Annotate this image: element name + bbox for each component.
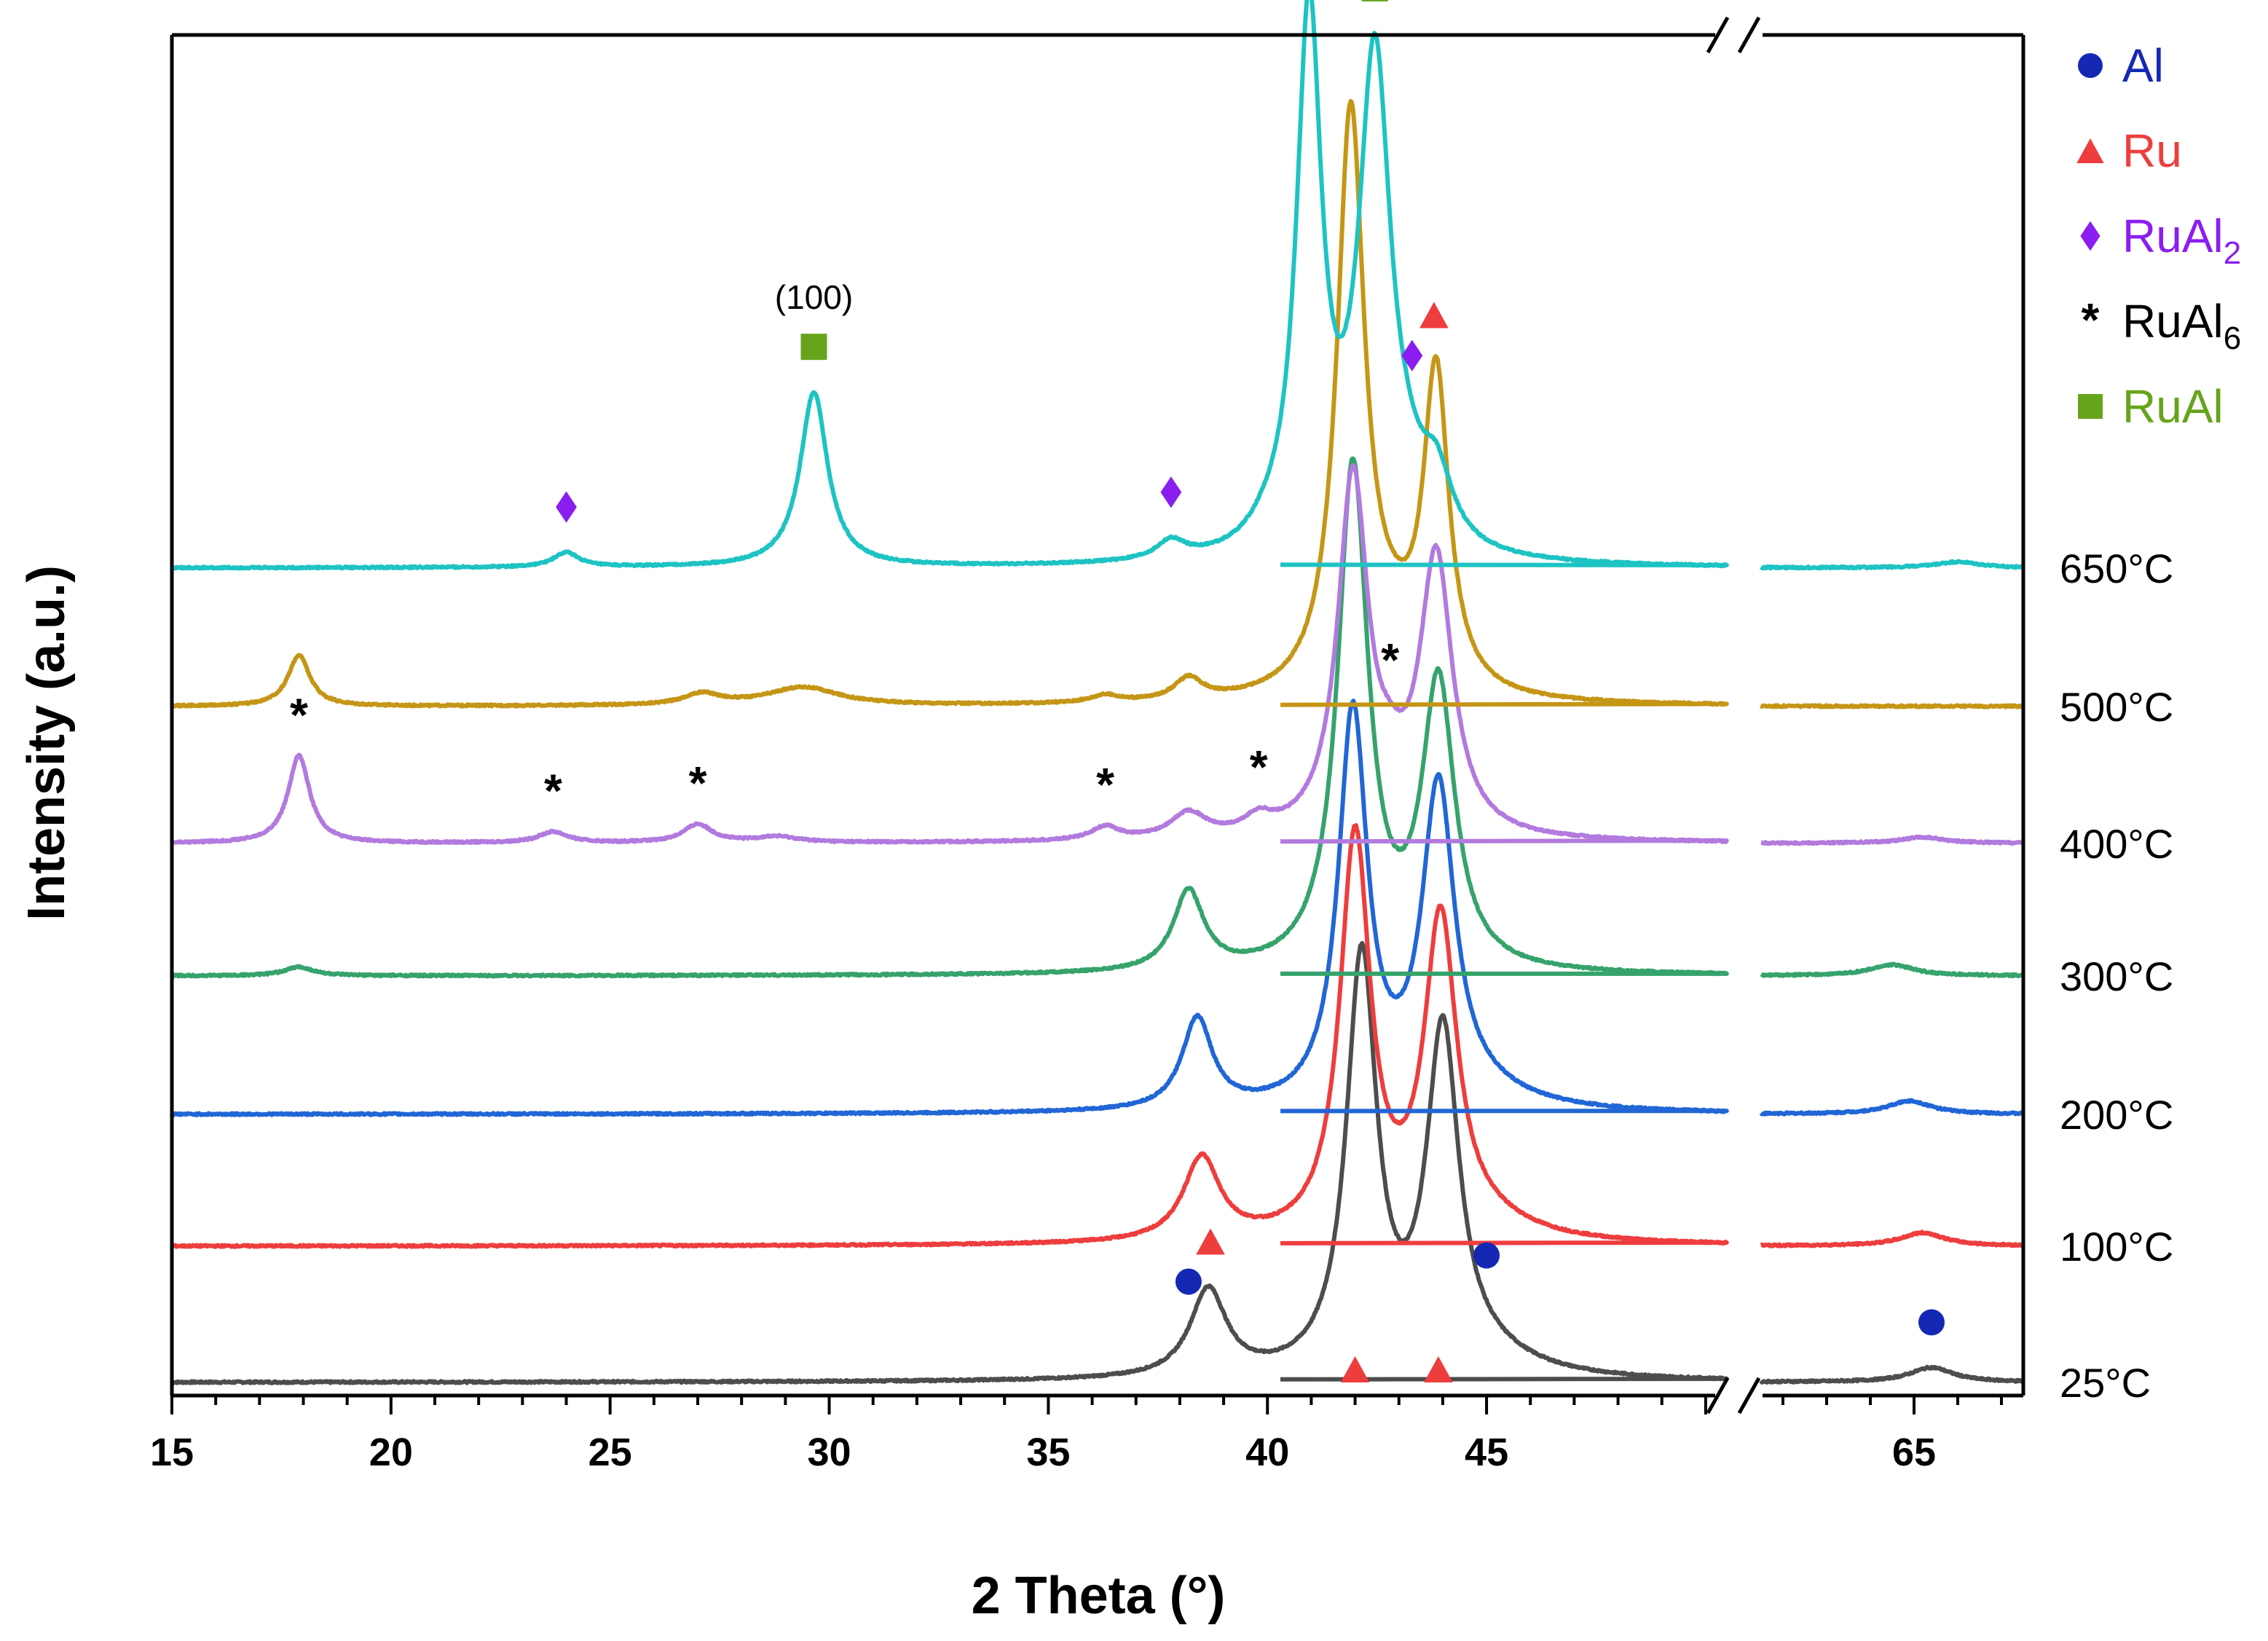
series-label: 400°C [2060, 821, 2173, 867]
peak-marker-diamond [1160, 476, 1182, 508]
legend-label: Al [2122, 39, 2164, 92]
peak-marker-asterisk: * [1250, 741, 1268, 793]
series-label: 300°C [2060, 953, 2173, 999]
peak-index-label: (100) [775, 278, 853, 316]
y-axis-title: Intensity (a.u.) [17, 565, 76, 921]
legend-label: Ru [2122, 125, 2182, 177]
legend-label: RuAl6 [2122, 295, 2241, 356]
legend-layer: Al Ru RuAl2 * RuAl6 RuAl [2076, 39, 2241, 433]
legend-label: RuAl2 [2122, 210, 2241, 271]
peak-marker-square [800, 334, 827, 361]
legend-label: RuAl [2122, 380, 2224, 433]
series-line-6-seg-0 [170, 0, 1729, 571]
series-label: 25°C [2060, 1360, 2151, 1406]
series-line-0-seg-0 [170, 940, 1729, 1385]
peak-marker-triangle [1424, 1356, 1453, 1382]
peak-marker-diamond [1401, 339, 1423, 371]
peak-marker-circle [1175, 1268, 1202, 1295]
x-tick-label: 20 [369, 1431, 413, 1474]
peak-marker-triangle [1340, 1356, 1370, 1382]
series-label: 500°C [2060, 684, 2173, 730]
series-line-4-seg-1 [1760, 834, 2025, 846]
legend-marker: * [2082, 294, 2100, 346]
series-line-1-seg-1 [1760, 1229, 2025, 1248]
series-label: 650°C [2060, 546, 2173, 591]
series-line-3-seg-1 [1760, 961, 2025, 979]
legend-label-subscript: 2 [2224, 235, 2241, 271]
series-line-1-seg-0 [170, 823, 1729, 1249]
peak-marker-asterisk: * [1381, 634, 1399, 686]
x-tick-label: 40 [1245, 1431, 1289, 1474]
series-line-5-seg-0 [170, 98, 1729, 709]
x-axis-title: 2 Theta (°) [972, 1567, 1226, 1625]
legend-marker [2076, 138, 2104, 163]
peak-marker-triangle [1420, 302, 1449, 328]
legend-marker [2078, 394, 2103, 419]
x-tick-label: 45 [1465, 1431, 1508, 1474]
axis-break-mark-top-2 [1737, 16, 1761, 54]
peak-marker-triangle [1196, 1228, 1225, 1255]
x-tick-label: 65 [1892, 1431, 1936, 1474]
axis-break-mark-top-1 [1706, 16, 1730, 54]
x-tick-label: 15 [150, 1431, 194, 1474]
series-line-2-seg-1 [1759, 1098, 2025, 1117]
axis-break-mark-bottom-2 [1737, 1377, 1761, 1414]
series-line-0-seg-1 [1759, 1364, 2025, 1385]
plot-layer [170, 0, 2025, 1385]
peak-marker-asterisk: * [544, 765, 562, 817]
series-line-2-seg-0 [170, 698, 1729, 1117]
peak-marker-square [1361, 0, 1388, 1]
x-tick-label: 25 [588, 1431, 632, 1474]
legend-marker [2078, 53, 2103, 78]
peak-marker-diamond [556, 491, 577, 523]
marker-layer: ******(100)(110) [290, 0, 1945, 1382]
x-tick-label: 35 [1026, 1431, 1070, 1474]
peak-marker-circle [1473, 1242, 1500, 1269]
x-tick-label: 30 [807, 1431, 851, 1474]
series-line-6-seg-1 [1759, 559, 2025, 571]
legend-marker [2080, 221, 2100, 251]
series-line-4-seg-0 [170, 463, 1729, 846]
axis-break-mark-bottom-1 [1706, 1377, 1730, 1414]
series-label: 200°C [2060, 1092, 2173, 1138]
series-line-3-seg-0 [170, 456, 1729, 979]
legend-label-subscript: 6 [2224, 320, 2241, 356]
peak-marker-asterisk: * [290, 689, 308, 741]
series-label: 100°C [2060, 1224, 2173, 1270]
axis-layer: 25°C 100°C 200°C 300°C 400°C 500°C 650°C 15 20 25… [150, 16, 2173, 1474]
peak-marker-asterisk: * [1096, 758, 1114, 811]
peak-marker-circle [1918, 1309, 1945, 1336]
peak-marker-asterisk: * [689, 757, 707, 809]
series-line-5-seg-1 [1759, 703, 2025, 709]
